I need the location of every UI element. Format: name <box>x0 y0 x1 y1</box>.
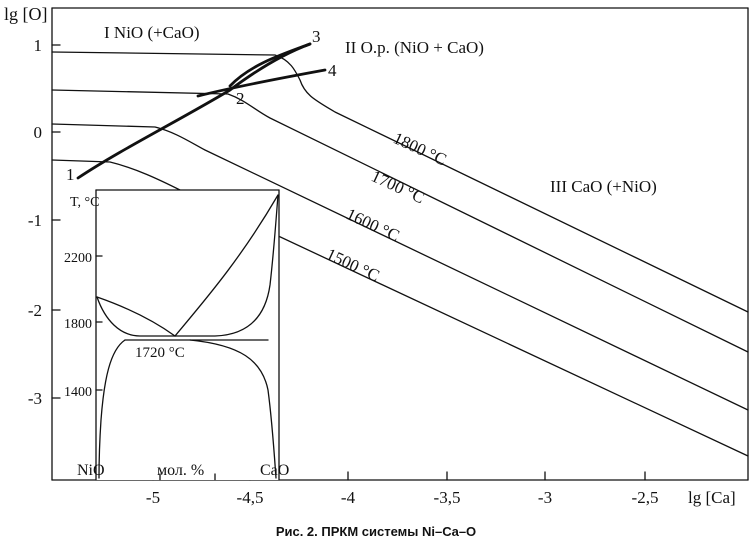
y-tick-label: -3 <box>28 389 42 408</box>
inset-y-tick: 1800 <box>64 317 92 332</box>
x-tick-label: -4 <box>341 488 356 507</box>
isotherm-1700-curve <box>51 89 749 353</box>
region-label-I: I NiO (+CaO) <box>104 23 200 42</box>
isotherm-1800-curve <box>51 51 749 313</box>
y-tick-label: 1 <box>34 36 43 55</box>
point-label-3: 3 <box>312 27 321 46</box>
x-tick-label: -5 <box>146 488 160 507</box>
inset-liquidus-nio <box>96 296 176 337</box>
x-tick-label: -2,5 <box>632 488 659 507</box>
isotherm-label-1500: 1500 °C <box>323 244 382 285</box>
x-tick-label: -4,5 <box>237 488 264 507</box>
inset-liquidus-cao <box>174 194 279 337</box>
inset-solidus-nio <box>96 296 176 337</box>
inset-x-left-label: NiO <box>77 462 105 479</box>
inset-solidus-cao <box>174 194 279 337</box>
isotherm-label-1700: 1700 °C <box>368 166 427 207</box>
region-label-II: II O.p. (NiO + CaO) <box>345 38 484 57</box>
isotherm-1600-curve <box>51 123 749 411</box>
y-axis-label: lg [O] <box>4 4 48 24</box>
y-tick-label: -2 <box>28 301 42 320</box>
figure-caption: Рис. 2. ПРКМ системы Ni–Ca–O <box>276 524 476 539</box>
y-tick-label: 0 <box>34 123 43 142</box>
inset-background <box>96 190 279 480</box>
inset-y-label: T, °C <box>70 195 99 210</box>
inset-x-middle-label: мол. % <box>157 462 204 479</box>
boundary-curve-3-upper <box>228 42 312 88</box>
boundary-curve-1-3 <box>76 42 312 180</box>
x-tick-label: -3 <box>538 488 552 507</box>
inset-solvus-nio <box>98 339 126 479</box>
region-label-III: III CaO (+NiO) <box>550 177 657 196</box>
inset-frame <box>95 189 280 481</box>
boundary-curve-2-4 <box>196 68 327 98</box>
inset-y-tick: 2200 <box>64 251 92 266</box>
point-label-4: 4 <box>328 61 337 80</box>
x-tick-label: -3,5 <box>434 488 461 507</box>
isotherm-label-1800: 1800 °C <box>390 128 449 169</box>
point-label-1: 1 <box>66 165 75 184</box>
y-axis-ticks <box>51 44 61 399</box>
isotherm-label-1600: 1600 °C <box>343 204 402 245</box>
inset-solvus-cao <box>189 339 277 479</box>
x-axis-label: lg [Ca] <box>688 488 736 507</box>
inset-x-right-label: CaO <box>260 462 289 479</box>
inset-eutectic-label: 1720 °C <box>135 345 185 361</box>
y-tick-label: -1 <box>28 211 42 230</box>
inset-y-tick: 1400 <box>64 385 92 400</box>
point-label-2: 2 <box>236 89 245 108</box>
